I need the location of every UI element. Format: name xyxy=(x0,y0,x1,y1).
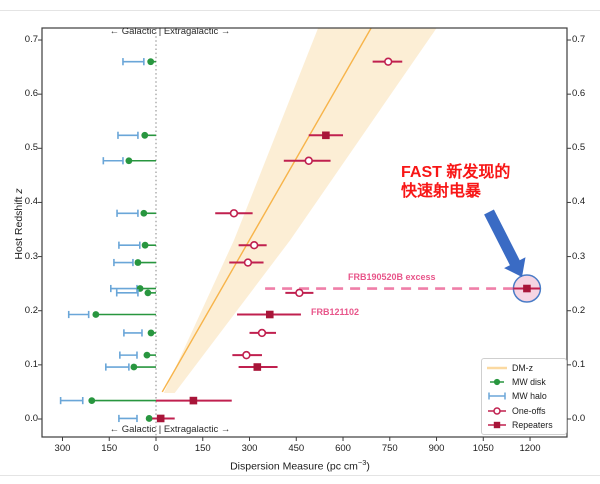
legend-label: One-offs xyxy=(512,405,546,416)
repeater-marker xyxy=(265,310,274,319)
repeater-marker xyxy=(189,396,198,405)
x-axis-label-sup: −3 xyxy=(357,458,367,467)
y-axis-var: z xyxy=(13,188,25,194)
mw-disk-dot xyxy=(92,311,100,318)
one-off-marker xyxy=(257,328,267,338)
legend: DM-z MW disk MW halo One-offs xyxy=(481,358,567,435)
repeater-marker xyxy=(156,414,165,423)
mw-disk-dot xyxy=(147,329,155,337)
legend-label: Repeaters xyxy=(512,419,553,430)
fast-discovery-annotation: FAST 新发现的 快速射电暴 xyxy=(401,163,510,201)
one-off-marker xyxy=(249,241,259,250)
mw-disk-dot xyxy=(140,209,148,217)
top-divider xyxy=(0,10,600,11)
one-off-marker xyxy=(229,209,239,218)
one-off-marker xyxy=(242,350,251,360)
y-tick-label-left: 0.6 xyxy=(24,88,38,100)
y-tick-label-right: 0.3 xyxy=(572,250,586,262)
mw-disk-dot xyxy=(141,241,149,249)
legend-label: MW disk xyxy=(512,377,546,388)
galactic-extragalactic-note-top: ← Galactic | Extragalactic → xyxy=(109,26,231,37)
x-tick-label: 1200 xyxy=(519,443,541,454)
one-off-marker xyxy=(295,288,304,298)
mw-disk-marker-icon xyxy=(490,379,504,386)
legend-label: MW halo xyxy=(512,391,547,402)
mw-disk-dot xyxy=(88,397,96,404)
repeater-marker xyxy=(253,363,262,371)
fast-annotation-line1: FAST 新发现的 xyxy=(401,164,511,181)
x-tick-label: 450 xyxy=(288,443,305,454)
repeater-marker xyxy=(523,284,531,293)
x-tick-label: 300 xyxy=(241,443,258,454)
frb121102-label: FRB121102 xyxy=(311,307,360,317)
x-tick-label: 300 xyxy=(54,443,71,454)
x-axis-label: Dispersion Measure (pc cm−3) xyxy=(230,458,370,473)
y-tick-label-left: 0.5 xyxy=(24,142,38,154)
y-tick-label-right: 0.6 xyxy=(572,88,586,100)
one-off-marker-icon xyxy=(488,406,506,415)
x-tick-label: 150 xyxy=(101,443,118,454)
mw-disk-dot xyxy=(145,415,153,422)
x-tick-label: 0 xyxy=(153,443,159,454)
legend-item-one-offs: One-offs xyxy=(486,404,562,417)
y-tick-label-right: 0.4 xyxy=(572,196,586,208)
mw-disk-dot xyxy=(143,351,151,359)
one-off-marker xyxy=(243,258,253,267)
frb190520b-excess-label: FRB190520B excess xyxy=(348,272,436,282)
y-tick-label-right: 0.1 xyxy=(572,358,586,370)
one-off-marker xyxy=(304,156,313,165)
repeater-marker xyxy=(322,131,330,140)
y-tick-label-left: 0.4 xyxy=(24,196,38,208)
fast-annotation-line2: 快速射电暴 xyxy=(401,183,482,200)
dmz-relation-line xyxy=(161,27,372,393)
x-tick-label: 1050 xyxy=(472,443,494,454)
legend-item-dm-z: DM-z xyxy=(486,362,562,375)
mw-disk-dot xyxy=(125,157,133,165)
y-tick-label-right: 0.2 xyxy=(572,304,586,316)
plot-frame xyxy=(41,27,568,438)
bottom-divider xyxy=(0,475,600,476)
one-off-marker xyxy=(384,57,393,66)
y-tick-label-left: 0.1 xyxy=(24,358,38,370)
arrow-icon xyxy=(484,209,526,277)
y-tick-label-right: 0.7 xyxy=(572,34,586,46)
y-tick-label-right: 0.0 xyxy=(572,413,586,424)
dmz-uncertainty-band xyxy=(163,28,437,394)
y-tick-label-left: 0.0 xyxy=(24,413,38,424)
y-tick-label-left: 0.2 xyxy=(24,304,38,316)
y-tick-label-right: 0.5 xyxy=(572,142,586,154)
mw-disk-dot xyxy=(144,289,152,297)
legend-item-mw-disk: MW disk xyxy=(486,376,562,389)
mw-halo-errorbar-icon xyxy=(488,392,506,400)
x-tick-label: 900 xyxy=(428,443,445,454)
legend-item-repeaters: Repeaters xyxy=(486,418,562,431)
y-tick-label-left: 0.7 xyxy=(24,34,38,46)
mw-disk-dot xyxy=(134,259,142,266)
x-tick-label: 750 xyxy=(381,443,398,454)
repeater-marker-icon xyxy=(488,421,506,429)
legend-label: DM-z xyxy=(512,363,534,374)
mw-disk-dot xyxy=(141,131,149,139)
x-tick-label: 600 xyxy=(335,443,351,454)
mw-disk-dot xyxy=(130,363,138,371)
dmz-line-icon xyxy=(487,366,507,370)
x-tick-label: 150 xyxy=(194,443,211,454)
mw-disk-dot xyxy=(147,58,155,66)
legend-item-mw-halo: MW halo xyxy=(486,390,562,403)
galactic-extragalactic-note-bottom: ← Galactic | Extragalactic → xyxy=(109,424,231,435)
y-tick-label-left: 0.3 xyxy=(24,250,38,262)
